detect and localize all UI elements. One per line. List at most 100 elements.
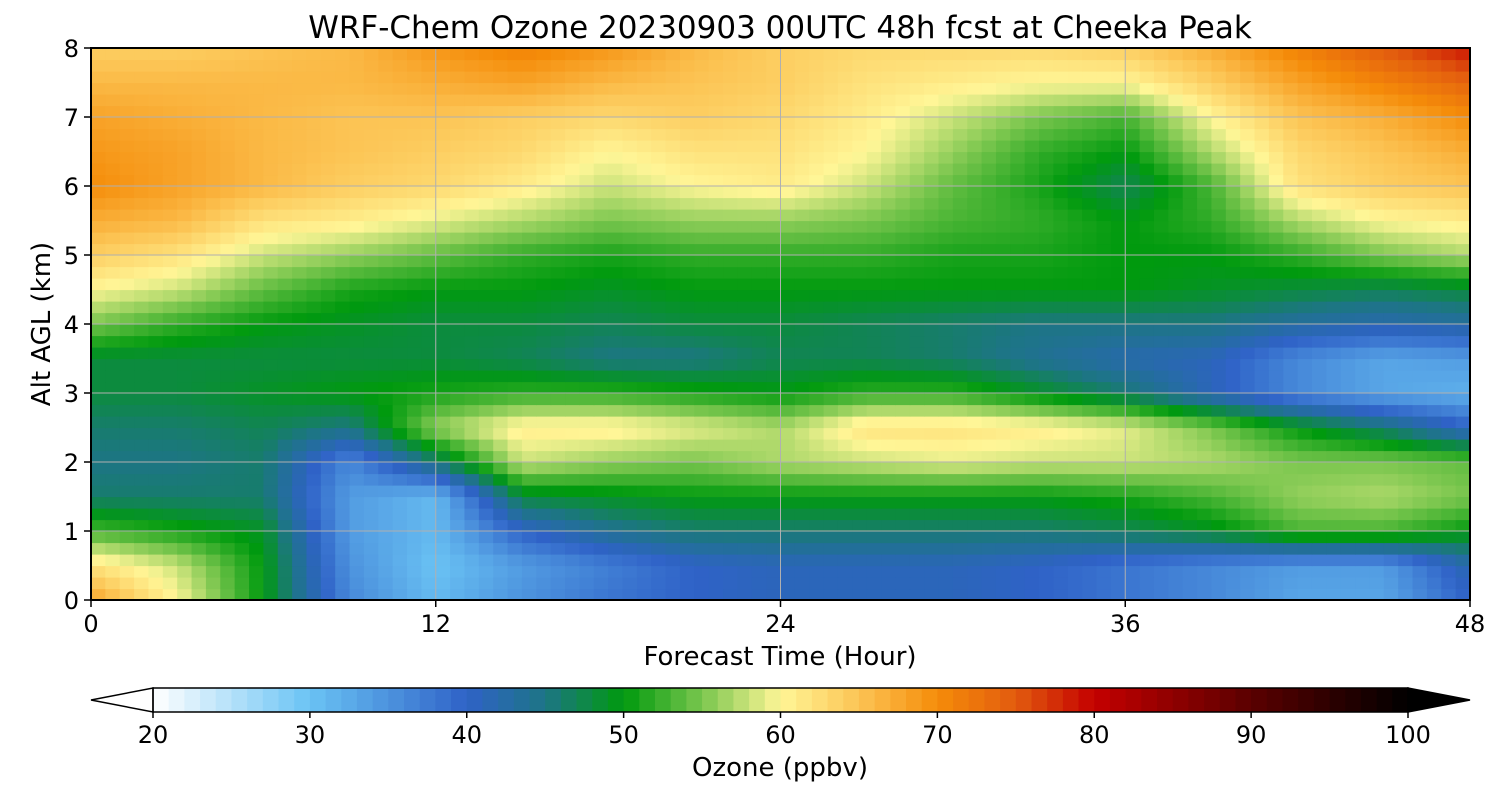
ozone-cell bbox=[177, 508, 193, 521]
ozone-cell bbox=[162, 255, 178, 268]
ozone-cell bbox=[924, 324, 940, 337]
ozone-cell bbox=[938, 427, 954, 440]
ozone-cell bbox=[1455, 519, 1471, 532]
ozone-cell bbox=[435, 71, 451, 84]
ozone-cell bbox=[1268, 266, 1284, 279]
ozone-cell bbox=[694, 439, 710, 452]
ozone-cell bbox=[780, 266, 796, 279]
ozone-cell bbox=[1182, 128, 1198, 141]
ozone-cell bbox=[407, 59, 422, 72]
ozone-cell bbox=[694, 404, 710, 417]
ozone-cell bbox=[407, 243, 422, 256]
ozone-cell bbox=[1426, 347, 1442, 360]
ozone-cell bbox=[995, 255, 1011, 268]
ozone-cell bbox=[565, 473, 580, 486]
y-tick-label: 5 bbox=[64, 242, 79, 270]
ozone-cell bbox=[91, 450, 106, 463]
ozone-cell bbox=[1125, 117, 1141, 130]
ozone-cell bbox=[1024, 209, 1040, 222]
ozone-cell bbox=[249, 186, 264, 199]
ozone-cell bbox=[708, 531, 724, 544]
ozone-cell bbox=[1225, 370, 1241, 383]
ozone-cell bbox=[852, 324, 868, 337]
ozone-cell bbox=[780, 197, 796, 210]
ozone-cell bbox=[407, 174, 422, 187]
ozone-cell bbox=[1125, 427, 1141, 440]
ozone-cell bbox=[1254, 59, 1270, 72]
ozone-cell bbox=[1110, 335, 1126, 348]
ozone-cell bbox=[1010, 163, 1026, 176]
ozone-cell bbox=[1383, 59, 1399, 72]
ozone-cell bbox=[1010, 151, 1026, 164]
ozone-cell bbox=[708, 243, 724, 256]
ozone-cell bbox=[1110, 48, 1126, 61]
ozone-cell bbox=[938, 255, 954, 268]
ozone-cell bbox=[895, 71, 911, 84]
ozone-cell bbox=[608, 197, 624, 210]
ozone-cell bbox=[895, 531, 911, 544]
ozone-cell bbox=[622, 485, 638, 498]
ozone-cell bbox=[263, 312, 279, 325]
ozone-cell bbox=[378, 542, 394, 555]
ozone-cell bbox=[191, 427, 207, 440]
ozone-cell bbox=[1426, 496, 1442, 509]
ozone-cell bbox=[881, 496, 897, 509]
ozone-cell bbox=[1369, 588, 1385, 601]
ozone-cell bbox=[1168, 370, 1184, 383]
ozone-cell bbox=[464, 174, 480, 187]
ozone-cell bbox=[1125, 439, 1141, 452]
ozone-cell bbox=[1398, 82, 1414, 95]
ozone-cell bbox=[1039, 416, 1055, 429]
ozone-cell bbox=[665, 588, 681, 601]
ozone-cell bbox=[292, 496, 308, 509]
ozone-cell bbox=[349, 232, 365, 245]
ozone-cell bbox=[723, 232, 738, 245]
ozone-cell bbox=[392, 347, 408, 360]
ozone-cell bbox=[579, 243, 595, 256]
ozone-cell bbox=[292, 427, 308, 440]
ozone-cell bbox=[837, 519, 853, 532]
ozone-cell bbox=[234, 450, 250, 463]
ozone-cell bbox=[924, 519, 940, 532]
ozone-cell bbox=[335, 370, 351, 383]
ozone-cell bbox=[608, 220, 624, 233]
ozone-cell bbox=[292, 151, 308, 164]
ozone-cell bbox=[1082, 117, 1098, 130]
ozone-cell bbox=[536, 232, 552, 245]
ozone-cell bbox=[694, 59, 710, 72]
ozone-cell bbox=[378, 117, 394, 130]
ozone-cell bbox=[751, 381, 767, 394]
ozone-cell bbox=[119, 312, 135, 325]
ozone-cell bbox=[1039, 393, 1055, 406]
ozone-cell bbox=[866, 381, 882, 394]
ozone-cell bbox=[1096, 381, 1112, 394]
ozone-cell bbox=[895, 577, 911, 590]
ozone-cell bbox=[550, 105, 566, 118]
ozone-cell bbox=[478, 197, 494, 210]
ozone-cell bbox=[493, 519, 509, 532]
ozone-cell bbox=[938, 220, 954, 233]
ozone-cell bbox=[1369, 450, 1385, 463]
ozone-cell bbox=[636, 542, 652, 555]
ozone-cell bbox=[1067, 496, 1083, 509]
colorbar-swatch bbox=[1313, 688, 1331, 712]
ozone-cell bbox=[521, 450, 537, 463]
ozone-cell bbox=[249, 94, 264, 107]
ozone-cell bbox=[679, 462, 695, 475]
ozone-cell bbox=[809, 439, 825, 452]
ozone-cell bbox=[909, 462, 925, 475]
ozone-cell bbox=[320, 381, 336, 394]
colorbar-swatch bbox=[1345, 688, 1362, 712]
ozone-cell bbox=[665, 554, 681, 567]
ozone-cell bbox=[1182, 255, 1198, 268]
ozone-cell bbox=[392, 71, 408, 84]
ozone-cell bbox=[823, 82, 839, 95]
ozone-cell bbox=[593, 450, 609, 463]
ozone-cell bbox=[1326, 393, 1342, 406]
ozone-cell bbox=[105, 324, 121, 337]
ozone-cell bbox=[1369, 128, 1385, 141]
ozone-cell bbox=[177, 393, 193, 406]
ozone-cell bbox=[105, 186, 121, 199]
ozone-cell bbox=[1383, 232, 1399, 245]
ozone-cell bbox=[306, 531, 322, 544]
